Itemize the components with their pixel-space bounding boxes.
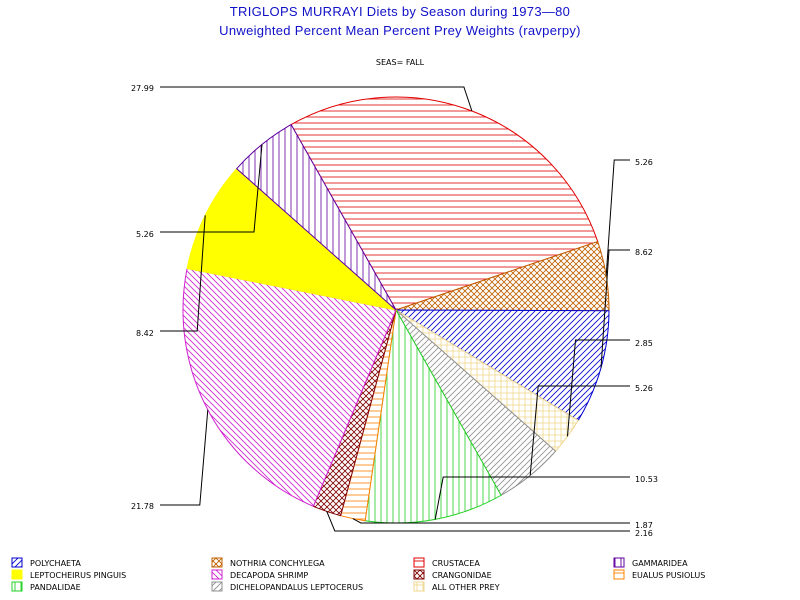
leader-crustacea: [160, 86, 473, 112]
slice-leptocheirus-pinguis: [186, 167, 398, 311]
legend-label-eualus-pusiolus: EUALUS PUSIOLUS: [632, 571, 705, 580]
leader-nothria-conchylega: [605, 159, 630, 276]
value-label-polychaeta: 8.62: [635, 248, 653, 257]
slice-crustacea: [290, 96, 599, 311]
chart-title: TRIGLOPS MURRAYI Diets by Season during …: [229, 4, 571, 19]
legend-item-decapoda-shrimp: DECAPODA SHRIMP: [211, 569, 308, 580]
legend-swatch-nothria-conchylega: [211, 557, 223, 568]
legend-item-gammaridea: GAMMARIDEA: [613, 557, 688, 568]
value-label-crangonidae: 2.16: [635, 529, 653, 538]
value-label-crustacea: 27.99: [131, 84, 154, 93]
value-label-pandalidae: 10.53: [635, 475, 658, 484]
legend-item-eualus-pusiolus: EUALUS PUSIOLUS: [613, 569, 705, 580]
legend-label-dichelopandalus-leptocerus: DICHELOPANDALUS LEPTOCERUS: [230, 583, 363, 592]
value-label-all-other-prey: 2.85: [635, 339, 653, 348]
legend-item-crustacea: CRUSTACEA: [413, 557, 480, 568]
legend-item-polychaeta: POLYCHAETA: [11, 557, 81, 568]
legend-swatch-decapoda-shrimp: [211, 569, 223, 580]
legend-swatch-eualus-pusiolus: [613, 569, 625, 580]
legend-item-nothria-conchylega: NOTHRIA CONCHYLEGA: [211, 557, 325, 568]
slice-value-labels: 27.99 5.26 8.62 2.85 5.26 10.53 1.872.16 21.78 8…: [131, 84, 658, 538]
legend-label-leptocheirus-pinguis: LEPTOCHEIRUS PINGUIS: [30, 571, 126, 580]
value-label-dichelopandalus-leptocerus: 5.26: [635, 384, 653, 393]
legend-label-decapoda-shrimp: DECAPODA SHRIMP: [230, 571, 308, 580]
value-label-gammaridea: 5.26: [136, 230, 154, 239]
legend-swatch-gammaridea: [613, 557, 625, 568]
leader-dichelopandalus-leptocerus: [529, 385, 630, 476]
legend-item-leptocheirus-pinguis: LEPTOCHEIRUS PINGUIS: [11, 569, 126, 580]
leader-pandalidae: [434, 476, 630, 520]
slice-leader-lines: [160, 86, 630, 532]
legend-label-pandalidae: PANDALIDAE: [30, 583, 81, 592]
value-label-nothria-conchylega: 5.26: [635, 158, 653, 167]
legend-swatch-all-other-prey: [413, 581, 425, 592]
chart-subtitle: Unweighted Percent Mean Percent Prey Wei…: [219, 23, 581, 38]
legend-label-crustacea: CRUSTACEA: [432, 559, 480, 568]
panel-label: SEAS= FALL: [375, 58, 425, 67]
legend-label-gammaridea: GAMMARIDEA: [632, 559, 688, 568]
legend-swatch-leptocheirus-pinguis: [11, 569, 23, 580]
legend: POLYCHAETA NOTHRIA CONCHYLEGA CRUSTACEA GAM…: [11, 557, 705, 592]
leader-gammaridea: [160, 144, 263, 233]
legend-label-all-other-prey: ALL OTHER PREY: [432, 583, 500, 592]
legend-label-nothria-conchylega: NOTHRIA CONCHYLEGA: [230, 559, 325, 568]
legend-label-polychaeta: POLYCHAETA: [30, 559, 81, 568]
legend-item-crangonidae: CRANGONIDAE: [413, 569, 492, 580]
value-label-decapoda-shrimp: 21.78: [131, 502, 154, 511]
leader-crangonidae: [326, 511, 630, 532]
leader-eualus-pusiolus: [352, 518, 630, 524]
legend-label-crangonidae: CRANGONIDAE: [432, 571, 492, 580]
legend-swatch-pandalidae: [11, 581, 23, 592]
legend-swatch-crustacea: [413, 557, 425, 568]
legend-swatch-polychaeta: [11, 557, 23, 568]
leader-leptocheirus-pinguis: [160, 215, 206, 332]
legend-swatch-dichelopandalus-leptocerus: [211, 581, 223, 592]
legend-swatch-crangonidae: [413, 569, 425, 580]
value-label-eualus-pusiolus: 1.87: [635, 521, 653, 530]
slice-gammaridea: [235, 123, 397, 311]
pie-slices: [182, 96, 610, 524]
legend-item-dichelopandalus-leptocerus: DICHELOPANDALUS LEPTOCERUS: [211, 581, 363, 592]
leader-all-other-prey: [567, 339, 630, 437]
value-label-leptocheirus-pinguis: 8.42: [136, 329, 154, 338]
leader-polychaeta: [600, 249, 630, 368]
legend-item-all-other-prey: ALL OTHER PREY: [413, 581, 500, 592]
leader-decapoda-shrimp: [160, 409, 209, 506]
legend-item-pandalidae: PANDALIDAE: [11, 581, 81, 592]
